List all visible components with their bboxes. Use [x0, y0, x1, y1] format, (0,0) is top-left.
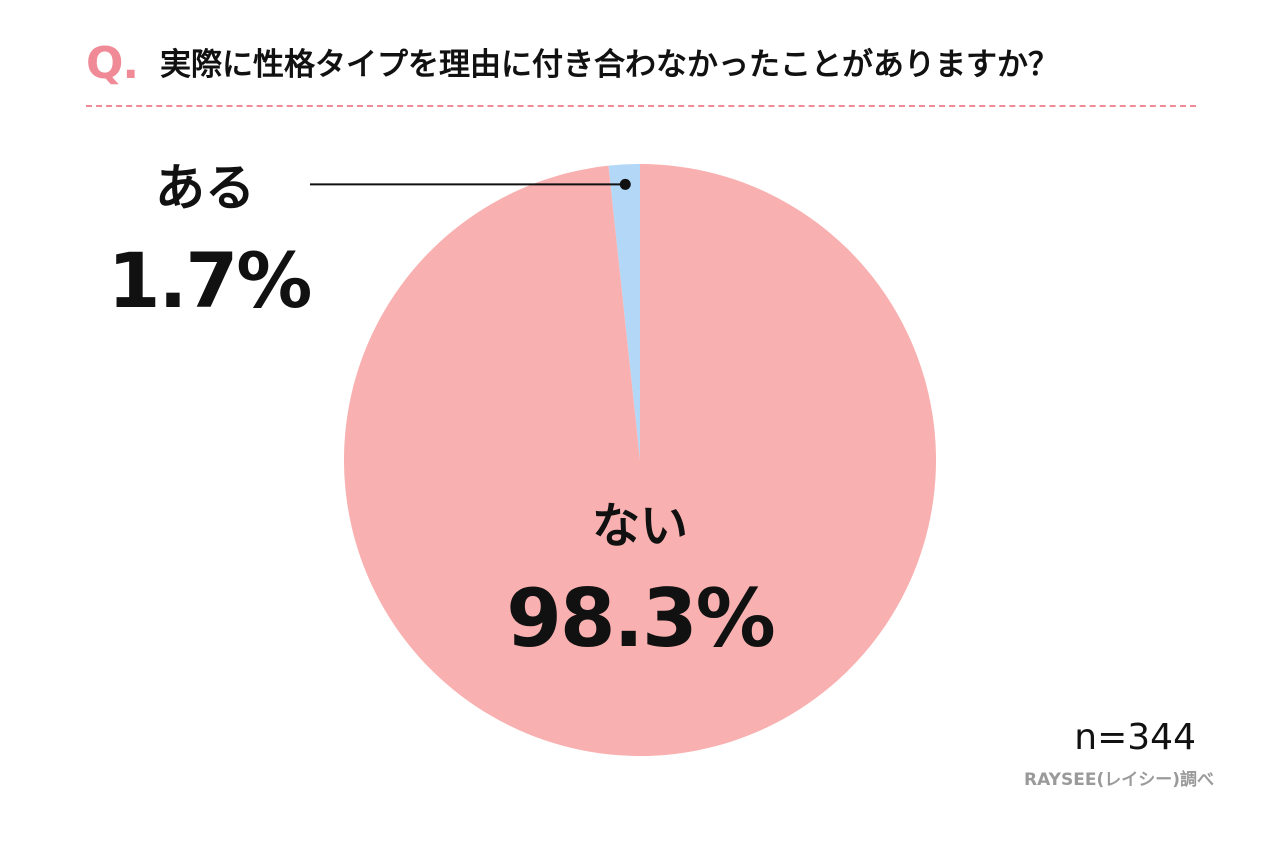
leader-dot — [619, 178, 631, 190]
slice-value-aru: 1.7% — [107, 236, 313, 325]
slice-label-nai: ない — [591, 498, 688, 554]
sample-size: n=344 — [1074, 717, 1196, 758]
slice-value-nai: 98.3% — [506, 572, 776, 665]
q-mark: Q. — [86, 38, 139, 89]
question-header: Q. 実際に性格タイプを理由に付き合わなかったことがありますか？ — [86, 36, 1196, 92]
header-divider — [86, 105, 1196, 107]
slice-label-aru: ある — [155, 159, 255, 217]
pie-slice-nai — [344, 164, 937, 757]
pie-slice-aru — [608, 164, 640, 460]
source-credit: RAYSEE(レイシー)調べ — [1024, 770, 1214, 790]
question-text: 実際に性格タイプを理由に付き合わなかったことがありますか？ — [160, 47, 1059, 83]
